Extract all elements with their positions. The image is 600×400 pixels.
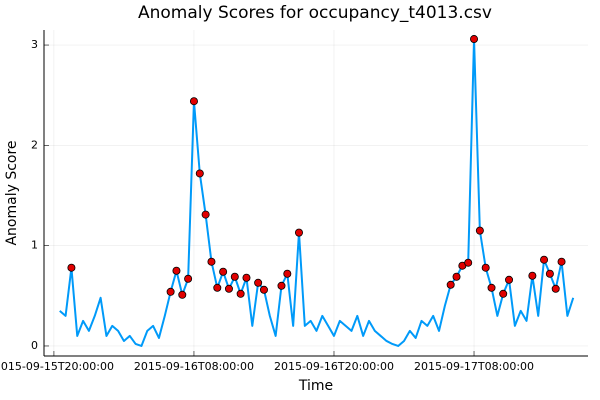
anomaly-point [184, 274, 193, 283]
anomaly-point [446, 280, 455, 289]
anomaly-point [551, 284, 560, 293]
x-tick-label: 2015-09-17T08:00:00 [414, 360, 534, 373]
anomaly-point [452, 272, 461, 281]
y-axis-label: Anomaly Score [4, 140, 20, 245]
x-axis-label: Time [298, 378, 333, 394]
anomaly-point [224, 284, 233, 293]
anomaly-point [254, 278, 263, 287]
anomaly-point [475, 226, 484, 235]
anomaly-point [207, 257, 216, 266]
anomaly-point [481, 263, 490, 272]
anomaly-point [259, 285, 268, 294]
anomaly-point [67, 263, 76, 272]
anomaly-point [178, 290, 187, 299]
anomaly-point [499, 289, 508, 298]
anomaly-point [166, 287, 175, 296]
y-tick-label: 2 [31, 138, 38, 151]
anomaly-point [487, 283, 496, 292]
anomaly-point [195, 169, 204, 178]
y-tick-label: 0 [31, 339, 38, 352]
anomaly-point [189, 97, 198, 106]
x-tick-label: 2015-09-16T20:00:00 [274, 360, 394, 373]
anomaly-point [545, 269, 554, 278]
x-tick-label: 2015-09-15T20:00:00 [0, 360, 114, 373]
anomaly-point [528, 271, 537, 280]
chart-title: Anomaly Scores for occupancy_t4013.csv [138, 3, 492, 23]
anomaly-point [172, 266, 181, 275]
anomaly-point [283, 269, 292, 278]
anomaly-point [505, 275, 514, 284]
anomaly-point [294, 228, 303, 237]
series-line [59, 38, 575, 347]
anomaly-point [540, 255, 549, 264]
x-tick-label: 2015-09-16T08:00:00 [134, 360, 254, 373]
anomaly-point [277, 281, 286, 290]
y-tick-label: 1 [31, 239, 38, 252]
anomaly-point [242, 273, 251, 282]
anomaly-point [464, 258, 473, 267]
anomaly-point [219, 267, 228, 276]
anomaly-point [557, 257, 566, 266]
y-tick-label: 3 [31, 38, 38, 51]
anomaly-point [470, 35, 479, 44]
anomaly-point [236, 289, 245, 298]
anomaly-point [201, 210, 210, 219]
anomaly-point [230, 272, 239, 281]
anomaly-point [213, 283, 222, 292]
